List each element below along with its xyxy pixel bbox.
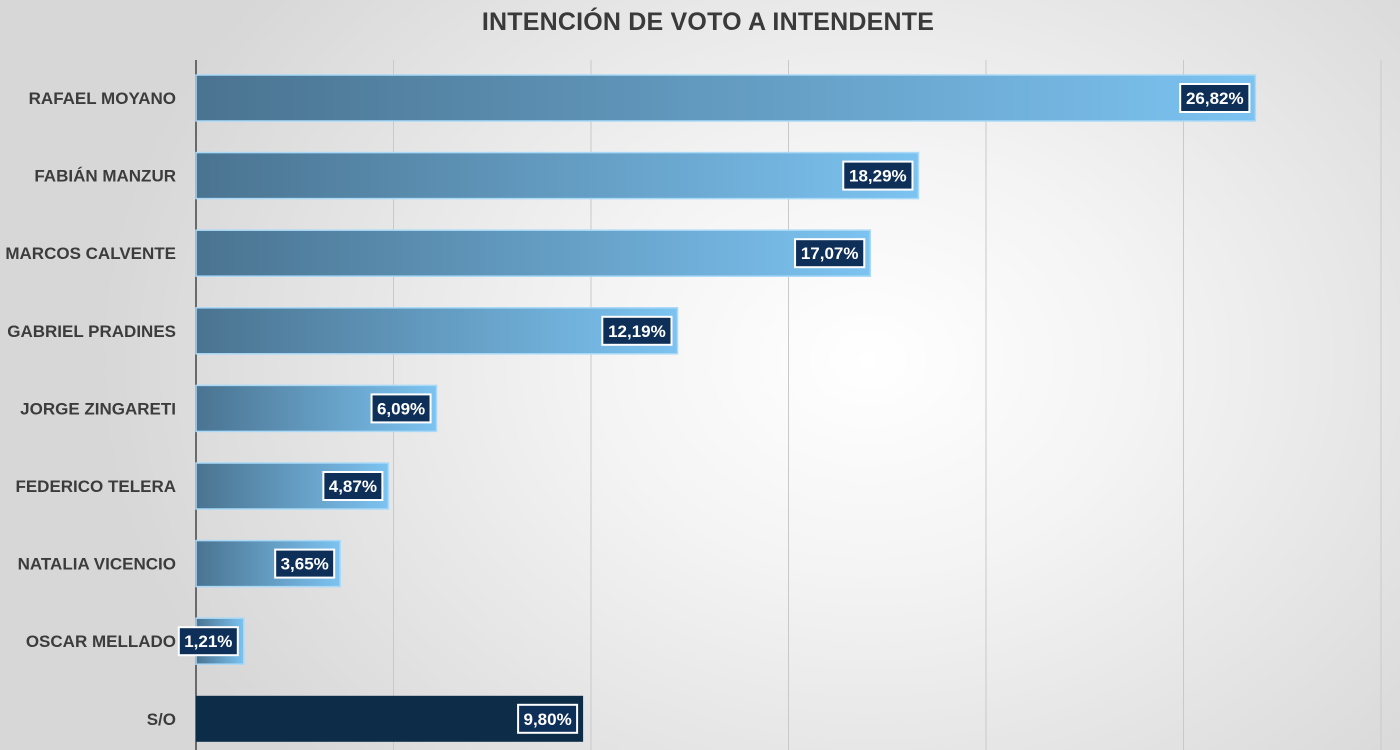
data-label-box (274, 548, 336, 579)
labels: RAFAEL MOYANO 26,82% FABIÁN MANZUR 18,29% MA… (5, 83, 1251, 734)
bars (195, 74, 1257, 742)
data-label-box (1179, 83, 1251, 113)
category-label: RAFAEL MOYANO (29, 89, 176, 108)
category-label: GABRIEL PRADINES (7, 322, 176, 341)
bar (195, 229, 872, 277)
data-label-box (370, 393, 432, 424)
data-label-box (322, 471, 384, 501)
bar (195, 151, 920, 200)
category-label: MARCOS CALVENTE (5, 244, 176, 263)
category-label: JORGE ZINGARETI (20, 399, 176, 418)
data-label: 17,07% (801, 244, 859, 263)
category-label: S/O (147, 710, 176, 729)
data-label: 4,87% (329, 477, 377, 496)
data-label: 9,80% (523, 710, 571, 729)
category-label: FEDERICO TELERA (15, 477, 176, 496)
data-label-box (601, 315, 673, 346)
category-label: FABIÁN MANZUR (34, 167, 176, 186)
data-label-box (794, 238, 866, 269)
data-label: 1,21% (184, 632, 232, 651)
category-label: OSCAR MELLADO (26, 632, 176, 651)
data-label: 18,29% (849, 167, 907, 186)
data-label: 26,82% (1186, 89, 1244, 108)
bar (195, 307, 679, 355)
bar (195, 74, 1257, 122)
data-label-box (842, 160, 914, 191)
category-label: NATALIA VICENCIO (18, 555, 176, 574)
chart-title: INTENCIÓN DE VOTO A INTENDENTE (481, 8, 935, 36)
data-label-box (517, 703, 579, 734)
data-label: 6,09% (377, 399, 425, 418)
data-label: 12,19% (608, 322, 666, 341)
data-label: 3,65% (281, 555, 329, 574)
data-label-box (177, 626, 239, 657)
